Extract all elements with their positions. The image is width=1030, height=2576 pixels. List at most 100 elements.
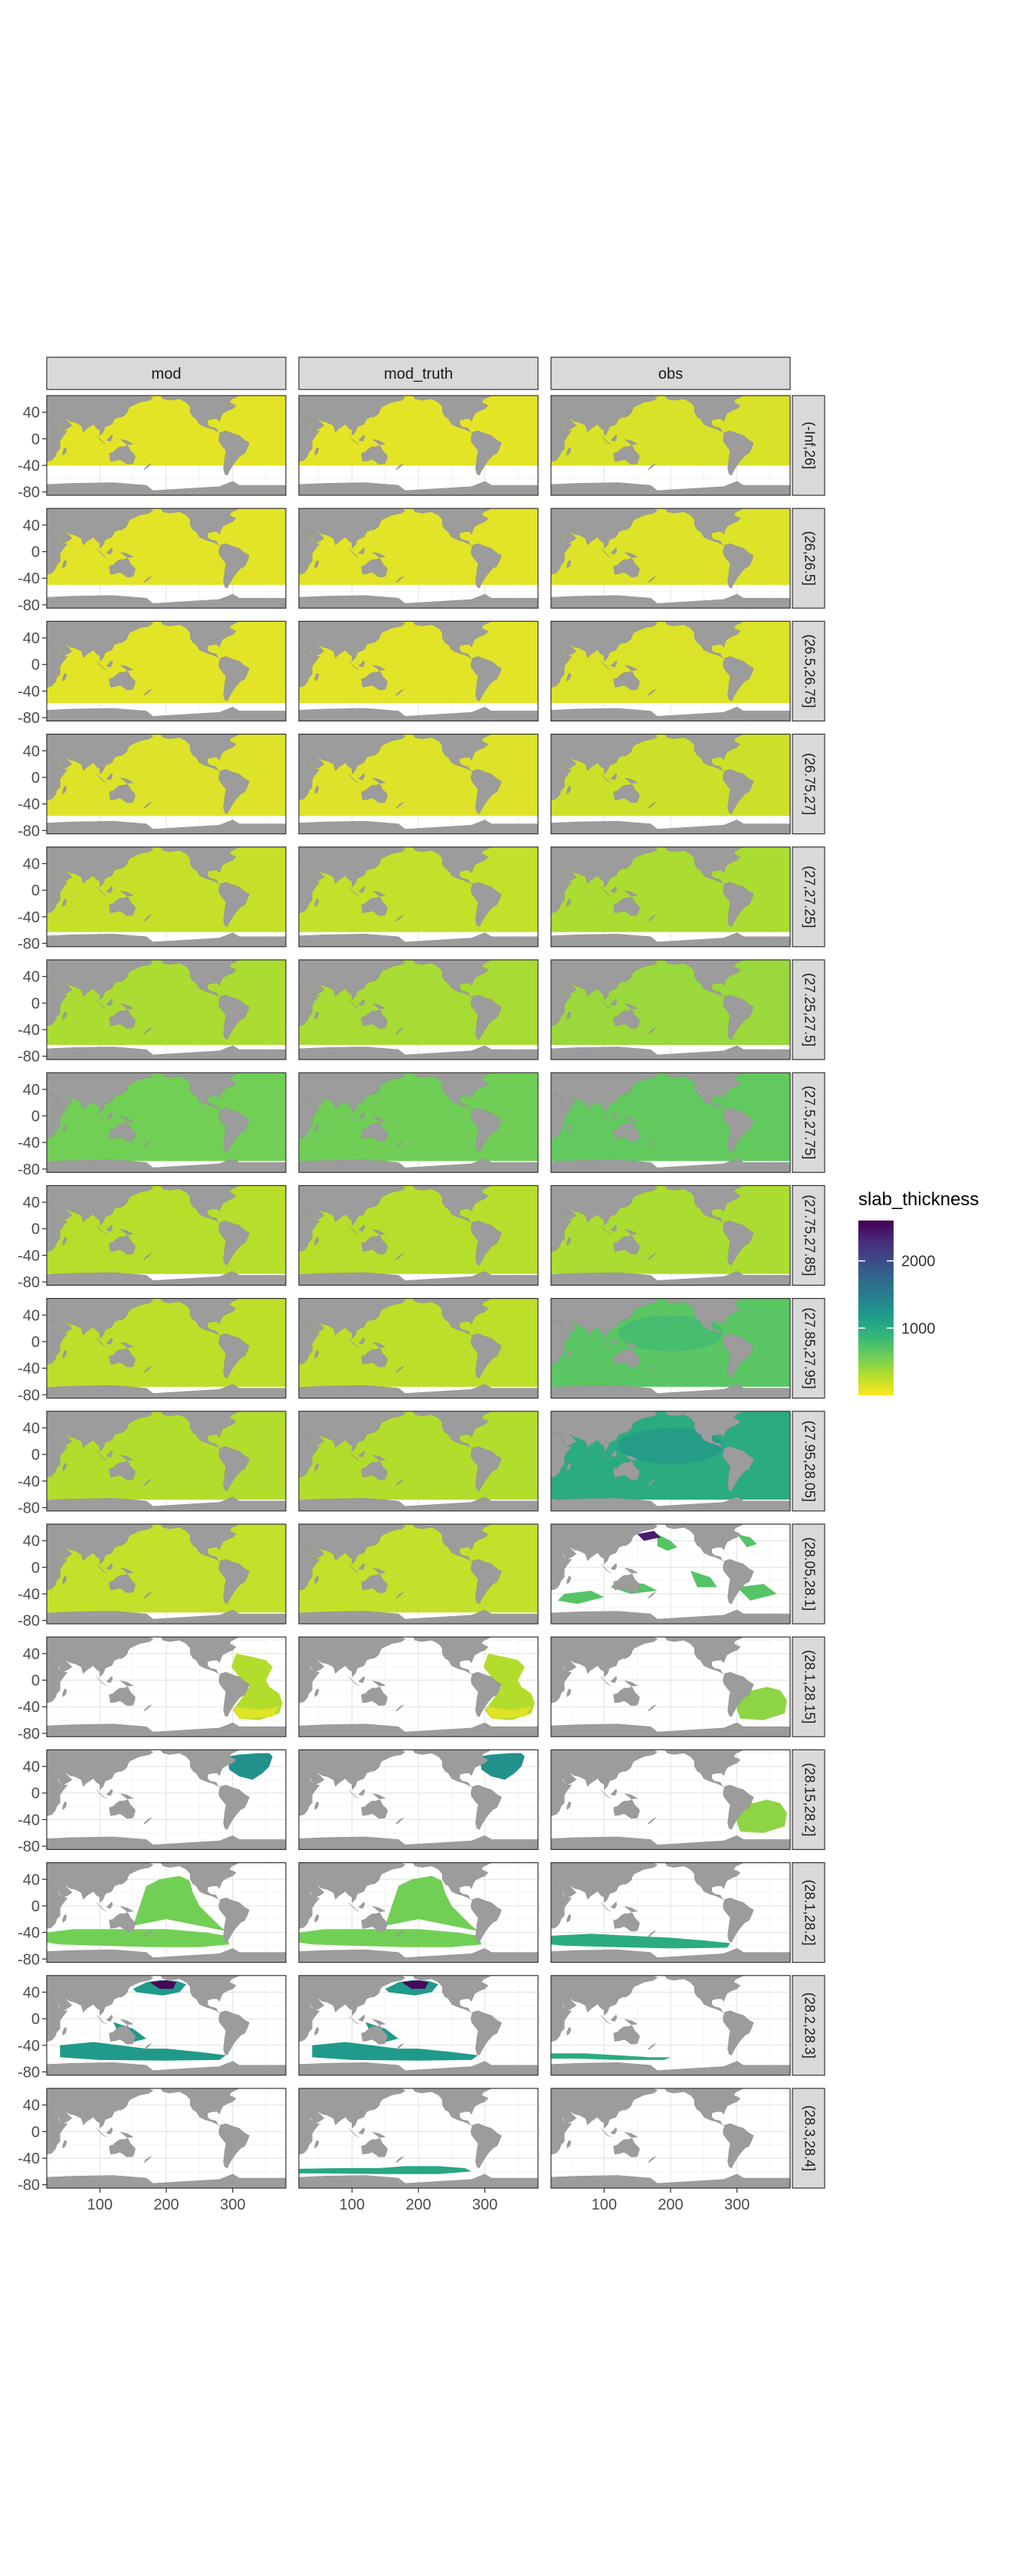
x-tick-label: 100 xyxy=(87,2196,113,2213)
land-mass xyxy=(395,1365,405,1373)
land-mass xyxy=(664,734,741,773)
land-mass xyxy=(361,896,388,916)
map-panel xyxy=(298,508,539,609)
land-mass xyxy=(120,1342,134,1348)
map-panel xyxy=(550,959,791,1060)
land-mass xyxy=(551,1997,572,2042)
row-strip: (27.5,27.75] xyxy=(792,1072,825,1173)
land-mass xyxy=(471,994,502,1040)
land-mass xyxy=(551,734,658,775)
land-mass xyxy=(299,1658,320,1704)
land-mass xyxy=(120,636,128,644)
row-strip: (28.1,28.15] xyxy=(792,1636,825,1737)
panel-border xyxy=(46,1636,287,1737)
land-mass xyxy=(358,1450,366,1457)
map-panel xyxy=(550,1523,791,1625)
land-mass xyxy=(47,981,68,1027)
land-mass xyxy=(372,1087,380,1096)
y-tick-label: 0 xyxy=(31,2011,40,2028)
land-mass xyxy=(109,896,136,916)
land-mass xyxy=(120,665,134,671)
land-mass xyxy=(664,1750,741,1789)
panel-border xyxy=(550,959,791,1060)
y-tick-label: -80 xyxy=(18,935,40,952)
land-mass xyxy=(551,1411,658,1452)
land-mass xyxy=(348,2015,359,2025)
land-mass xyxy=(372,439,386,445)
y-tick-label: -40 xyxy=(18,1925,40,1942)
map-panel xyxy=(550,1749,791,1850)
land-mass xyxy=(600,1563,612,1573)
land-mass xyxy=(47,1546,68,1591)
panel-border xyxy=(46,846,287,948)
land-mass xyxy=(551,2174,790,2188)
land-mass xyxy=(232,1411,240,1415)
land-mass xyxy=(566,1801,572,1810)
land-mass xyxy=(120,1793,134,1799)
land-mass xyxy=(484,734,492,738)
panel-content xyxy=(47,1862,286,1963)
land-mass xyxy=(106,2127,113,2135)
land-mass xyxy=(600,1112,612,1122)
map-panel xyxy=(298,1072,539,1173)
land-mass xyxy=(484,960,492,964)
land-mass xyxy=(412,734,489,773)
land-mass xyxy=(299,1411,406,1452)
land-mass xyxy=(47,1835,286,1850)
y-tick-label: 0 xyxy=(31,1334,40,1351)
land-mass xyxy=(120,1990,128,1998)
land-mass xyxy=(47,1094,68,1139)
land-mass xyxy=(372,410,380,418)
panel-border xyxy=(46,1523,287,1625)
land-mass xyxy=(723,656,754,702)
panel-border xyxy=(46,733,287,835)
map-panel xyxy=(46,1072,287,1173)
land-mass xyxy=(120,2103,128,2111)
land-mass xyxy=(412,621,489,660)
land-mass xyxy=(47,1658,68,1704)
land-mass xyxy=(143,1140,153,1147)
land-mass xyxy=(566,785,572,795)
land-mass xyxy=(361,1912,388,1932)
panel-content xyxy=(47,960,286,1060)
land-mass xyxy=(736,508,744,512)
legend-break-label: 1000 xyxy=(901,1320,936,1337)
panel-border xyxy=(550,1411,791,1512)
land-mass xyxy=(299,1094,320,1139)
land-mass xyxy=(600,886,612,896)
land-mass xyxy=(120,1765,128,1773)
data-region xyxy=(690,1570,717,1588)
land-mass xyxy=(471,543,502,589)
y-tick-label: 0 xyxy=(31,2124,40,2141)
y-tick-label: -80 xyxy=(18,1274,40,1291)
land-mass xyxy=(361,1348,388,1368)
land-mass xyxy=(736,2088,744,2092)
land-mass xyxy=(106,1675,113,1684)
panel-content xyxy=(47,396,286,495)
land-mass xyxy=(412,508,489,547)
land-mass xyxy=(120,523,128,531)
land-mass xyxy=(232,1637,240,1641)
map-panel xyxy=(298,1523,539,1625)
row-strip-box xyxy=(792,1975,825,2076)
panel-border xyxy=(298,846,539,948)
land-mass xyxy=(624,636,632,644)
y-tick-label: -80 xyxy=(18,2177,40,2194)
land-mass xyxy=(566,899,572,908)
land-mass xyxy=(551,1750,658,1790)
map-panel xyxy=(46,395,287,496)
land-mass xyxy=(600,435,612,445)
land-mass xyxy=(412,1750,489,1789)
map-panel xyxy=(550,733,791,835)
column-strip-label: obs xyxy=(658,366,683,383)
land-mass xyxy=(723,1898,754,1943)
map-panel xyxy=(46,2088,287,2189)
land-mass xyxy=(484,1185,492,1190)
land-mass xyxy=(120,2131,134,2138)
land-mass xyxy=(358,2014,366,2022)
y-tick-label: 0 xyxy=(31,882,40,899)
land-mass xyxy=(314,1688,320,1697)
land-mass xyxy=(62,1349,67,1359)
land-mass xyxy=(120,1229,134,1235)
land-mass xyxy=(120,1426,128,1434)
